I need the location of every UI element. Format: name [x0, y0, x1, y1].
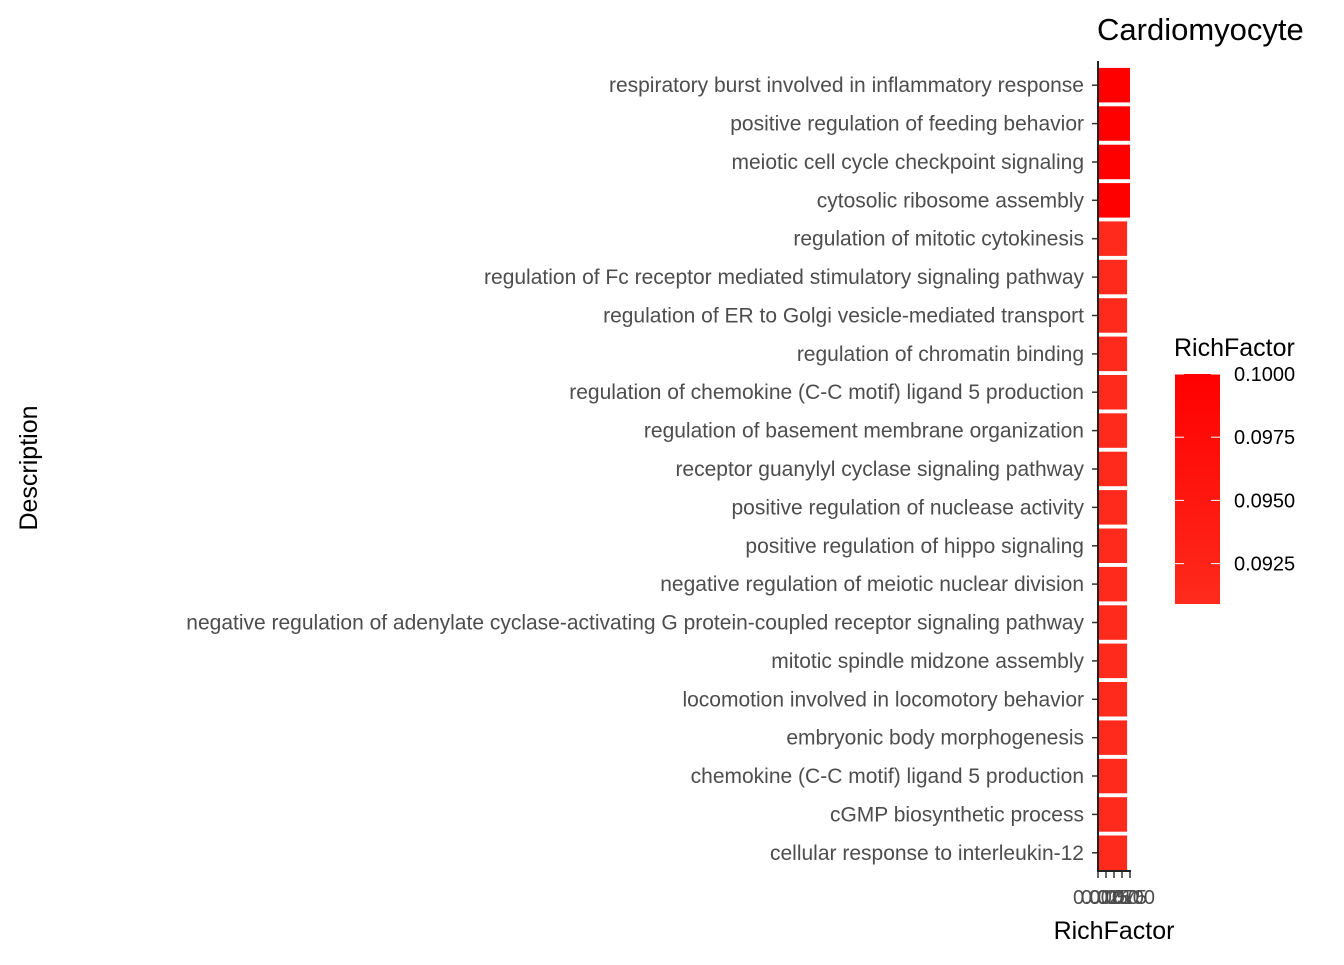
bar	[1098, 643, 1128, 679]
bar	[1098, 528, 1128, 563]
x-axis-label: RichFactor	[1054, 917, 1175, 945]
y-tick-label: regulation of mitotic cytokinesis	[793, 228, 1084, 251]
bar	[1098, 720, 1128, 755]
y-tick-label: positive regulation of hippo signaling	[745, 535, 1084, 558]
y-tick-label: positive regulation of nuclease activity	[731, 496, 1084, 519]
y-tick-label: cytosolic ribosome assembly	[817, 189, 1085, 212]
x-tick-label: 0.025	[1081, 887, 1131, 909]
bar	[1098, 375, 1128, 410]
y-tick-label: cGMP biosynthetic process	[830, 803, 1084, 826]
bars	[1098, 67, 1130, 870]
bar	[1098, 413, 1128, 448]
chart-title: Cardiomyocyte	[1097, 12, 1304, 47]
y-tick-labels: respiratory burst involved in inflammato…	[186, 74, 1098, 865]
bar	[1098, 336, 1128, 372]
legend-tick-label: 0.1000	[1234, 364, 1295, 386]
y-tick-label: negative regulation of meiotic nuclear d…	[660, 573, 1084, 596]
y-tick-label: regulation of chromatin binding	[797, 343, 1084, 366]
bar	[1098, 298, 1128, 333]
y-tick-label: negative regulation of adenylate cyclase…	[186, 612, 1084, 635]
legend-tick-label: 0.0975	[1234, 427, 1295, 449]
bar	[1098, 490, 1128, 525]
y-tick-label: mitotic spindle midzone assembly	[771, 650, 1084, 673]
legend-colorbar	[1175, 374, 1220, 604]
x-tick-label: 0.100	[1105, 887, 1155, 909]
legend-title: RichFactor	[1174, 334, 1295, 362]
bar	[1098, 144, 1130, 180]
legend-ticks: 0.1000 0.0975 0.0950 0.0925	[1175, 364, 1295, 576]
bar	[1098, 797, 1128, 832]
legend-tick-label: 0.0950	[1234, 490, 1295, 512]
y-tick-label: regulation of chemokine (C-C motif) liga…	[569, 381, 1084, 404]
y-tick-label: meiotic cell cycle checkpoint signaling	[732, 151, 1085, 174]
bar	[1098, 682, 1128, 717]
bar	[1098, 106, 1130, 141]
y-tick-label: respiratory burst involved in inflammato…	[609, 74, 1084, 97]
legend: RichFactor 0.1000 0.0975 0.0950 0.0925	[1174, 334, 1295, 604]
legend-tick-label: 0.0925	[1234, 554, 1295, 576]
bar	[1098, 259, 1128, 295]
bar	[1098, 221, 1128, 256]
y-tick-label: chemokine (C-C motif) ligand 5 productio…	[691, 765, 1084, 788]
y-tick-label: regulation of basement membrane organiza…	[644, 420, 1084, 443]
x-tick-label: 0.000	[1073, 887, 1123, 909]
y-tick-label: positive regulation of feeding behavior	[730, 113, 1084, 136]
bar	[1098, 758, 1128, 794]
y-axis-label: Description	[15, 405, 43, 530]
x-tick-label: 0.050	[1089, 887, 1139, 909]
bar	[1098, 566, 1128, 602]
y-tick-label: locomotion involved in locomotory behavi…	[682, 688, 1084, 711]
y-tick-label: embryonic body morphogenesis	[786, 727, 1084, 750]
bar	[1098, 835, 1128, 870]
y-tick-label: regulation of Fc receptor mediated stimu…	[484, 266, 1084, 289]
bar	[1098, 183, 1130, 218]
y-tick-label: regulation of ER to Golgi vesicle-mediat…	[603, 305, 1084, 328]
bar	[1098, 451, 1128, 487]
y-tick-label: receptor guanylyl cyclase signaling path…	[675, 458, 1084, 481]
bar	[1098, 605, 1128, 640]
y-tick-label: cellular response to interleukin-12	[770, 842, 1084, 865]
x-tick-label: 0.075	[1097, 887, 1147, 909]
bar	[1098, 67, 1130, 103]
